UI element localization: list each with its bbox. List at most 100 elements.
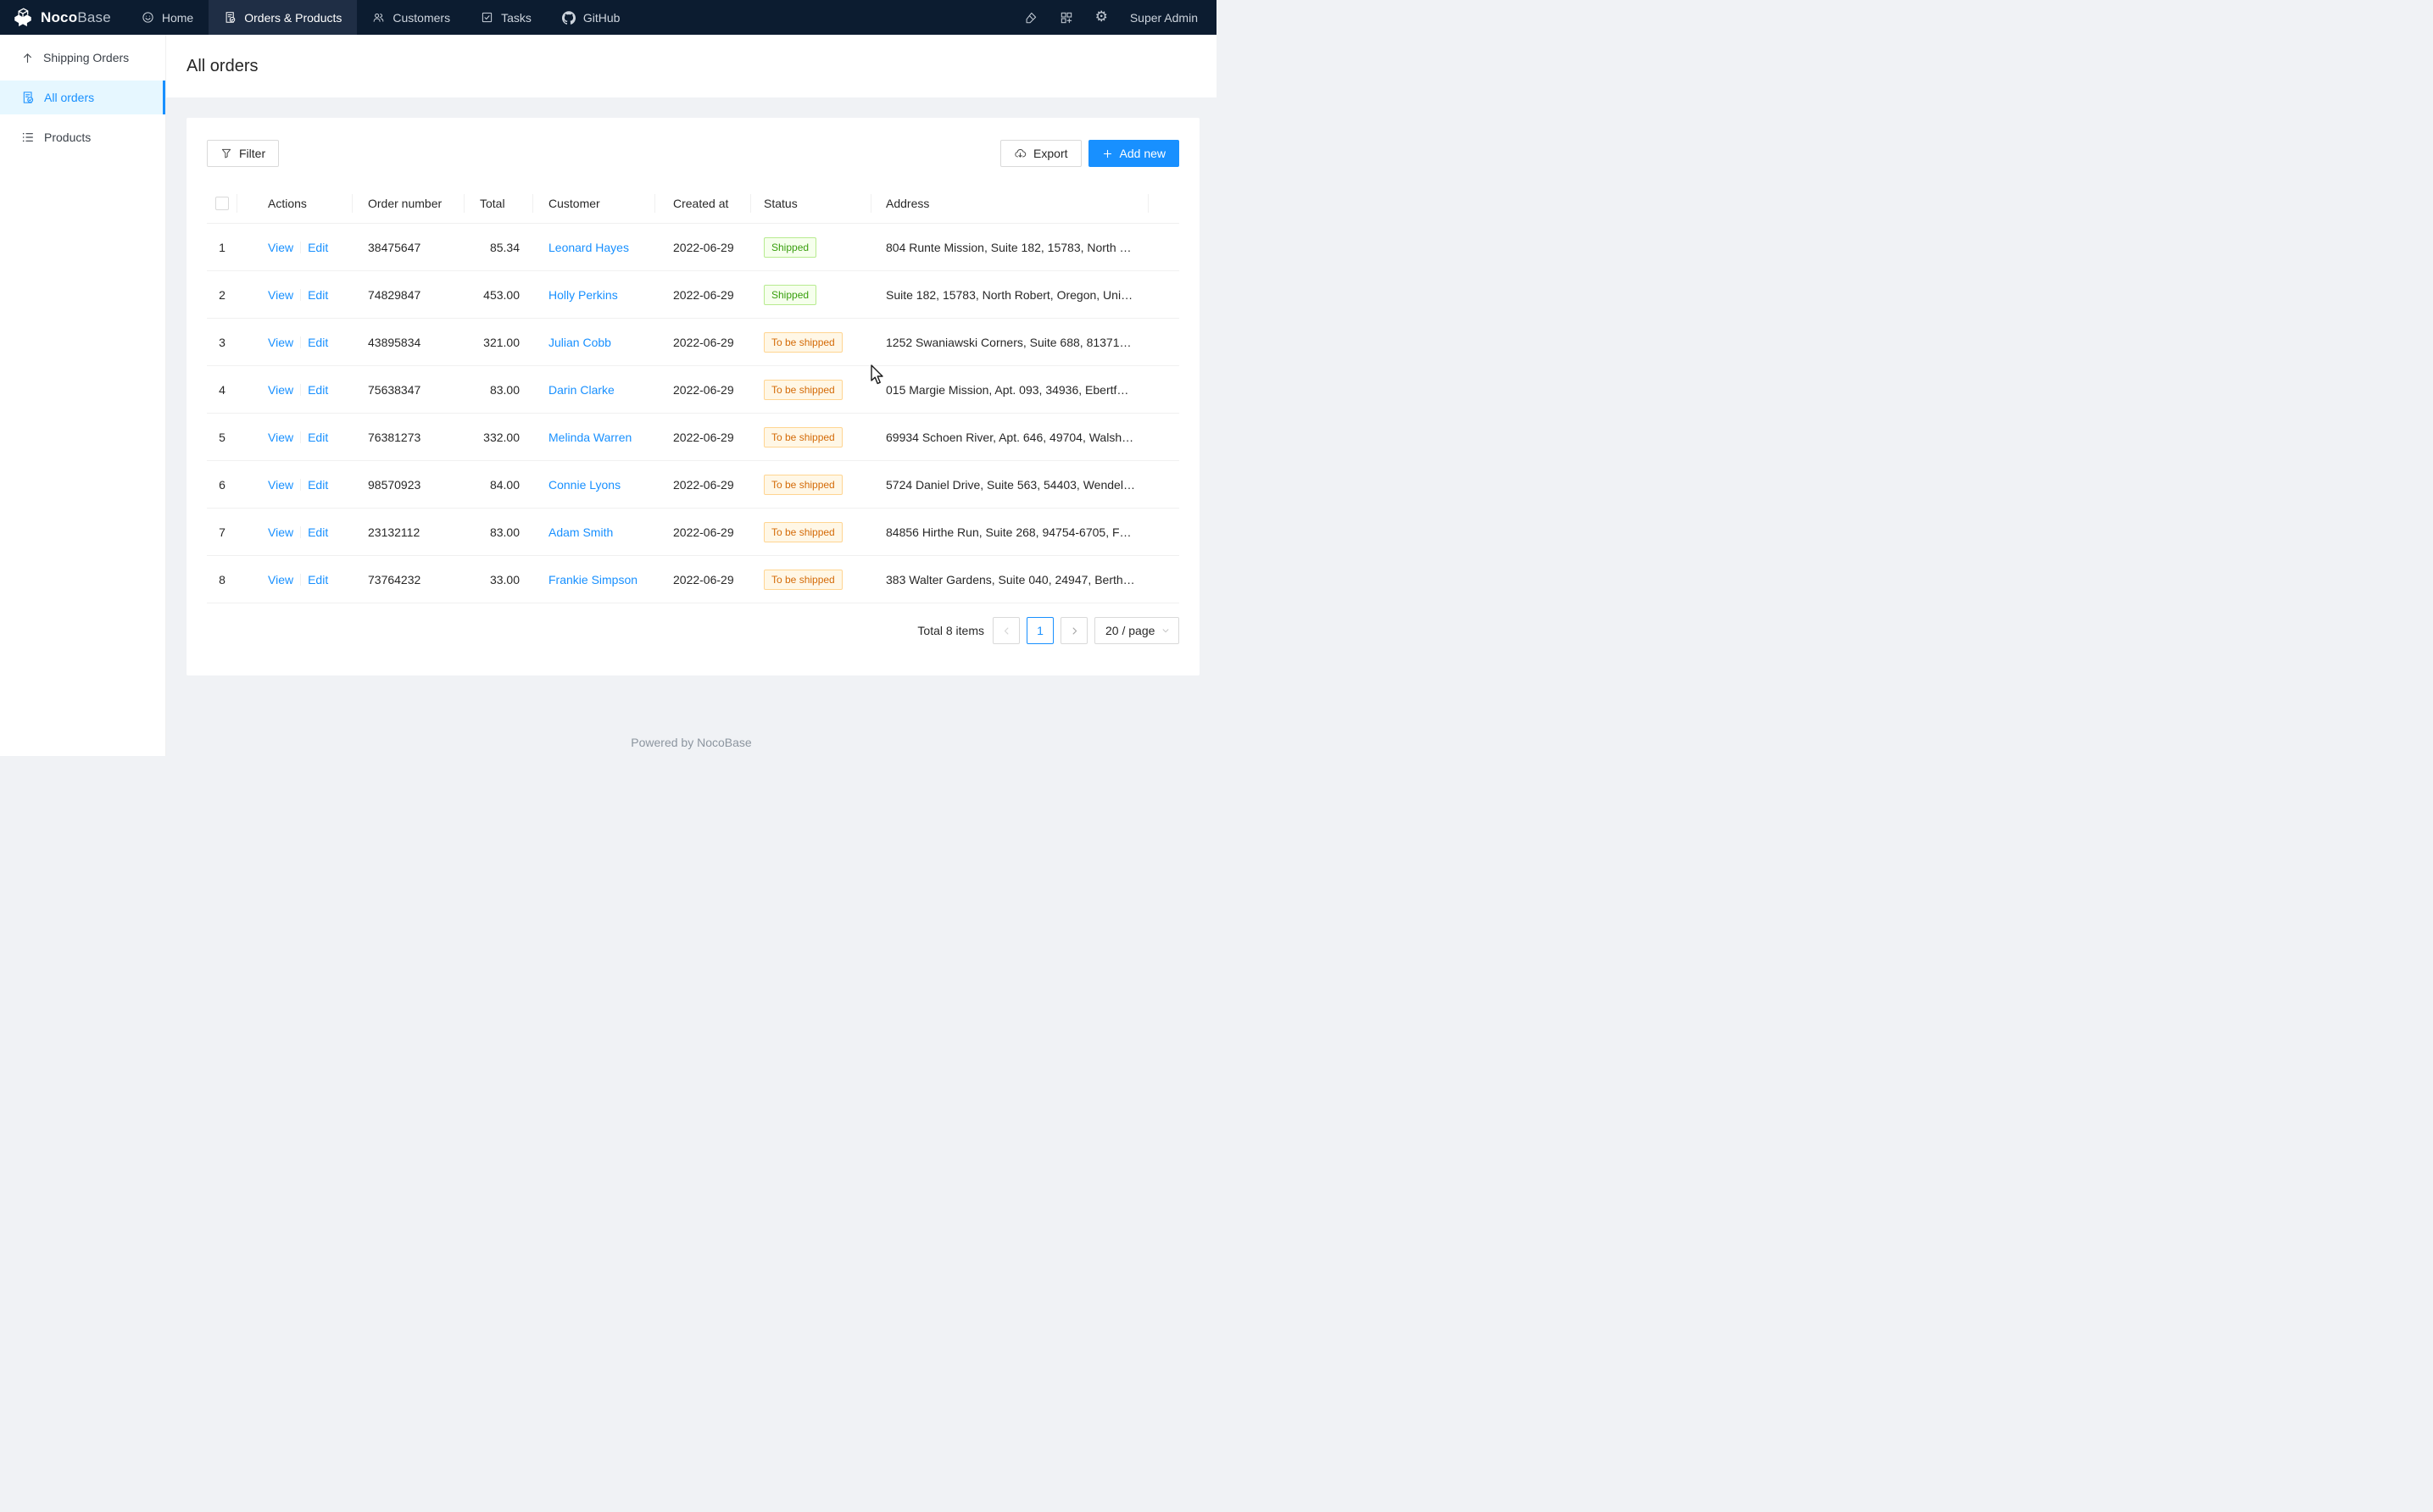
user-menu[interactable]: Super Admin xyxy=(1130,11,1198,25)
pagination-total: Total 8 items xyxy=(917,624,984,637)
customer-link[interactable]: Leonard Hayes xyxy=(548,241,629,254)
edit-link[interactable]: Edit xyxy=(308,241,328,254)
edit-link[interactable]: Edit xyxy=(308,431,328,444)
table-header-created-at: Created at xyxy=(655,183,751,224)
created-at: 2022-06-29 xyxy=(673,525,734,539)
action-divider xyxy=(300,431,301,443)
created-at: 2022-06-29 xyxy=(673,431,734,444)
row-index: 3 xyxy=(219,336,225,349)
add-new-button[interactable]: Add new xyxy=(1088,140,1179,167)
customer-link[interactable]: Darin Clarke xyxy=(548,383,615,397)
sidebar-item-label: Products xyxy=(44,131,91,144)
sidebar-item-all-orders[interactable]: All orders xyxy=(0,81,165,114)
export-button[interactable]: Export xyxy=(1000,140,1081,167)
customer-link[interactable]: Connie Lyons xyxy=(548,478,621,492)
table-header-row: Actions Order number Total Customer Crea… xyxy=(207,183,1179,224)
order-total: 85.34 xyxy=(490,241,520,254)
sidebar-item-products[interactable]: Products xyxy=(0,120,165,154)
view-link[interactable]: View xyxy=(268,478,293,492)
order-total: 321.00 xyxy=(483,336,520,349)
footer-text: Powered by NocoBase xyxy=(166,736,1216,749)
view-link[interactable]: View xyxy=(268,525,293,539)
view-link[interactable]: View xyxy=(268,336,293,349)
address-text: 5724 Daniel Drive, Suite 563, 54403, Wen… xyxy=(886,478,1135,492)
row-index: 2 xyxy=(219,288,225,302)
customer-link[interactable]: Adam Smith xyxy=(548,525,613,539)
page-number-1[interactable]: 1 xyxy=(1027,617,1054,644)
nav-item-customers[interactable]: Customers xyxy=(357,0,465,35)
table-header-filler xyxy=(1149,183,1179,224)
edit-link[interactable]: Edit xyxy=(308,525,328,539)
table-row: 3 View Edit 43895834 321.00 Julian Cobb … xyxy=(207,319,1179,366)
view-link[interactable]: View xyxy=(268,288,293,302)
nav-right: ⚙ Super Admin xyxy=(1024,0,1216,35)
nav-item-label: Home xyxy=(162,11,193,25)
table-body: 1 View Edit 38475647 85.34 Leonard Hayes… xyxy=(207,224,1179,603)
view-link[interactable]: View xyxy=(268,431,293,444)
page-size-select[interactable]: 20 / page xyxy=(1094,617,1179,644)
pagination: Total 8 items 1 20 / page xyxy=(207,617,1179,644)
customer-link[interactable]: Julian Cobb xyxy=(548,336,611,349)
order-number: 38475647 xyxy=(368,241,420,254)
order-total: 453.00 xyxy=(483,288,520,302)
status-badge: To be shipped xyxy=(764,380,843,400)
edit-link[interactable]: Edit xyxy=(308,383,328,397)
nocobase-logo[interactable]: NocoBase xyxy=(0,0,126,35)
nocobase-logo-icon xyxy=(12,7,34,29)
chevron-down-icon xyxy=(1161,626,1170,635)
export-button-label: Export xyxy=(1033,147,1067,160)
edit-link[interactable]: Edit xyxy=(308,573,328,586)
appstore-add-icon[interactable] xyxy=(1060,11,1073,25)
status-badge: To be shipped xyxy=(764,570,843,590)
table-row: 6 View Edit 98570923 84.00 Connie Lyons … xyxy=(207,461,1179,509)
table-row: 8 View Edit 73764232 33.00 Frankie Simps… xyxy=(207,556,1179,603)
orders-card: Filter Export xyxy=(187,118,1200,675)
created-at: 2022-06-29 xyxy=(673,241,734,254)
row-index: 7 xyxy=(219,525,225,539)
smile-icon xyxy=(142,11,154,24)
row-index: 8 xyxy=(219,573,225,586)
nav-item-orders-products[interactable]: Orders & Products xyxy=(209,0,357,35)
action-divider xyxy=(300,384,301,396)
address-text: Suite 182, 15783, North Robert, Oregon, … xyxy=(886,288,1135,302)
unordered-list-icon xyxy=(21,131,35,144)
customer-link[interactable]: Holly Perkins xyxy=(548,288,618,302)
action-divider xyxy=(300,242,301,253)
status-badge: Shipped xyxy=(764,285,816,305)
team-icon xyxy=(372,11,385,24)
customer-link[interactable]: Melinda Warren xyxy=(548,431,632,444)
view-link[interactable]: View xyxy=(268,573,293,586)
view-link[interactable]: View xyxy=(268,241,293,254)
toolbar-right: Export Add new xyxy=(1000,140,1179,167)
logo-text-base: Base xyxy=(77,9,111,25)
sidebar-item-label: Shipping Orders xyxy=(43,51,129,64)
nav-item-github[interactable]: GitHub xyxy=(547,0,636,35)
table-row: 1 View Edit 38475647 85.34 Leonard Hayes… xyxy=(207,224,1179,271)
address-text: 383 Walter Gardens, Suite 040, 24947, Be… xyxy=(886,573,1135,586)
select-all-checkbox[interactable] xyxy=(215,197,229,210)
view-link[interactable]: View xyxy=(268,383,293,397)
edit-link[interactable]: Edit xyxy=(308,288,328,302)
row-index: 4 xyxy=(219,383,225,397)
settings-gear-icon[interactable]: ⚙ xyxy=(1095,10,1108,25)
row-index: 5 xyxy=(219,431,225,444)
status-badge: To be shipped xyxy=(764,522,843,542)
edit-link[interactable]: Edit xyxy=(308,336,328,349)
sidebar-item-shipping-orders[interactable]: Shipping Orders xyxy=(0,41,165,75)
customer-link[interactable]: Frankie Simpson xyxy=(548,573,637,586)
nav-item-home[interactable]: Home xyxy=(126,0,209,35)
highlight-icon[interactable] xyxy=(1024,11,1038,25)
created-at: 2022-06-29 xyxy=(673,336,734,349)
next-page-button[interactable] xyxy=(1061,617,1088,644)
filter-button[interactable]: Filter xyxy=(207,140,279,167)
edit-link[interactable]: Edit xyxy=(308,478,328,492)
table-header-select xyxy=(207,183,237,224)
created-at: 2022-06-29 xyxy=(673,383,734,397)
nav-item-tasks[interactable]: Tasks xyxy=(465,0,547,35)
prev-page-button[interactable] xyxy=(993,617,1020,644)
created-at: 2022-06-29 xyxy=(673,288,734,302)
github-icon xyxy=(562,11,576,25)
order-number: 75638347 xyxy=(368,383,420,397)
nav-item-label: Customers xyxy=(393,11,450,25)
check-square-icon xyxy=(481,11,493,24)
